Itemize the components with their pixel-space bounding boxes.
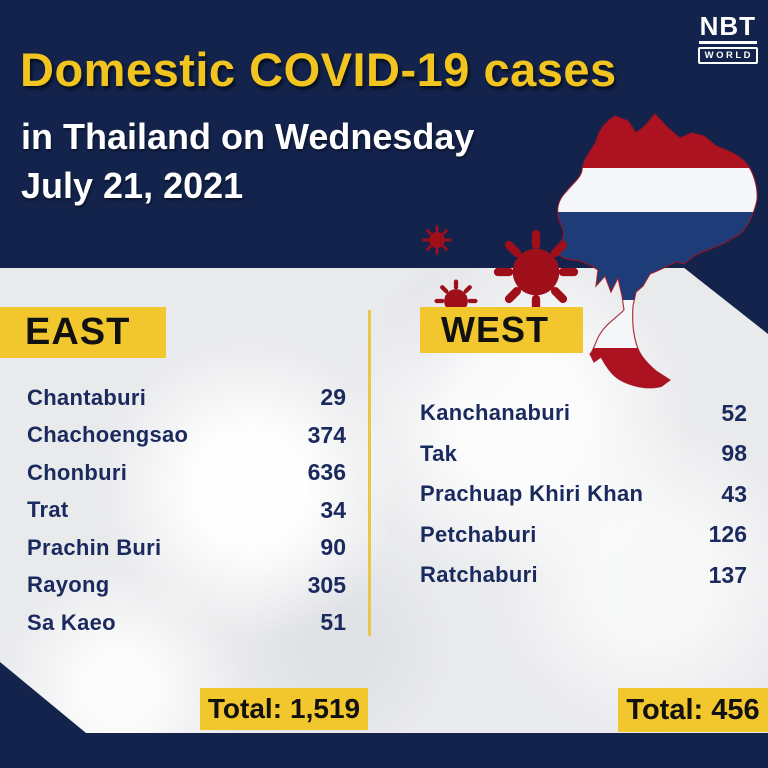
cases-value: 126: [708, 521, 747, 548]
nbt-world-logo: NBT WORLD: [697, 13, 758, 64]
cases-value: 305: [307, 571, 346, 598]
province-label: Kanchanaburi: [420, 400, 571, 426]
table-row: Kanchanaburi 52: [420, 393, 747, 434]
province-label: Petchaburi: [420, 521, 537, 547]
table-row: Ratchaburi 137: [420, 555, 747, 596]
page-title: Domestic COVID-19 cases: [20, 43, 617, 96]
cases-value: 34: [320, 496, 346, 523]
table-row: Sa Kaeo 51: [27, 604, 346, 642]
cases-value: 51: [320, 609, 346, 636]
table-row: Chachoengsao 374: [27, 417, 346, 455]
province-label: Chachoengsao: [27, 422, 189, 448]
east-table: Chantaburi 29 Chachoengsao 374 Chonburi …: [27, 379, 346, 642]
cases-value: 29: [320, 384, 346, 411]
table-row: Tak 98: [420, 434, 747, 475]
province-label: Chantaburi: [27, 384, 147, 410]
province-label: Chonburi: [27, 459, 128, 485]
table-row: Prachuap Khiri Khan 43: [420, 474, 747, 515]
west-total-value: 456: [711, 693, 760, 726]
table-row: Rayong 305: [27, 567, 346, 605]
page-subtitle: in Thailand on Wednesday July 21, 2021: [21, 112, 581, 210]
cases-value: 98: [721, 440, 747, 467]
cases-value: 374: [307, 421, 346, 448]
table-row: Petchaburi 126: [420, 515, 747, 556]
province-label: Trat: [27, 497, 69, 523]
province-label: Rayong: [27, 572, 110, 598]
table-row: Prachin Buri 90: [27, 529, 346, 567]
nbt-logo-text: NBT: [698, 13, 758, 44]
province-label: Prachuap Khiri Khan: [420, 481, 644, 507]
subtitle-line-1: in Thailand on Wednesday: [21, 116, 475, 157]
cases-value: 90: [320, 534, 346, 561]
east-region-label: EAST: [25, 311, 131, 353]
east-total-label: Total:: [207, 693, 283, 724]
footer-bar: [0, 733, 768, 768]
east-total-badge: Total: 1,519: [200, 688, 368, 730]
west-region-label: WEST: [441, 309, 549, 350]
province-label: Sa Kaeo: [27, 609, 116, 635]
province-label: Tak: [420, 440, 458, 466]
nbt-logo-world-text: WORLD: [697, 47, 758, 64]
west-total-badge: Total: 456: [618, 688, 768, 732]
cases-value: 137: [708, 561, 747, 588]
column-divider: [368, 310, 371, 636]
table-row: Chantaburi 29: [27, 379, 346, 417]
table-row: Chonburi 636: [27, 454, 346, 492]
province-label: Prachin Buri: [27, 534, 162, 560]
cases-value: 636: [307, 459, 346, 486]
west-total-label: Total:: [626, 693, 704, 726]
east-region-badge: EAST: [0, 307, 166, 358]
cases-value: 52: [721, 399, 747, 426]
west-region-badge: WEST: [420, 307, 583, 353]
table-row: Trat 34: [27, 492, 346, 530]
subtitle-line-2: July 21, 2021: [21, 165, 244, 206]
east-total-value: 1,519: [290, 693, 361, 724]
province-label: Ratchaburi: [420, 562, 538, 588]
cases-value: 43: [721, 480, 747, 507]
west-table: Kanchanaburi 52 Tak 98 Prachuap Khiri Kh…: [420, 393, 747, 596]
